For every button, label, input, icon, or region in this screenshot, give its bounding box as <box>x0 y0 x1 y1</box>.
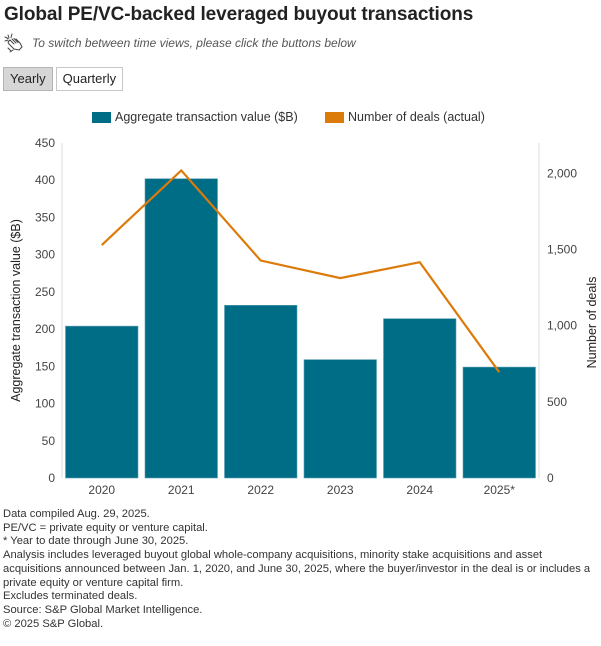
chart-legend: Aggregate transaction value ($B) Number … <box>0 110 601 126</box>
left-tick-label: 400 <box>35 173 55 187</box>
x-tick-label: 2021 <box>168 483 195 497</box>
line-series <box>100 168 501 373</box>
x-tick-label: 2022 <box>247 483 274 497</box>
legend-item-deals[interactable]: Number of deals (actual) <box>325 110 485 124</box>
combo-chart: 0 50 100 150 200 250 300 350 400 450 0 500 1,000 1,5… <box>9 136 599 497</box>
left-tick-label: 150 <box>35 359 55 373</box>
x-tick-label: 2020 <box>88 483 115 497</box>
footnote-definition: PE/VC = private equity or venture capita… <box>3 521 208 534</box>
bar-2022[interactable] <box>224 304 298 479</box>
left-tick-label: 300 <box>35 248 55 262</box>
x-tick-label: 2025* <box>484 483 516 497</box>
left-tick-label: 50 <box>42 434 56 448</box>
right-axis-title: Number of deals <box>585 277 599 369</box>
legend-item-value[interactable]: Aggregate transaction value ($B) <box>92 110 298 124</box>
right-tick-label: 1,000 <box>547 319 577 333</box>
left-tick-label: 250 <box>35 285 55 299</box>
legend-swatch-line <box>325 111 344 123</box>
left-tick-label: 350 <box>35 210 55 224</box>
bar-2023[interactable] <box>303 359 377 479</box>
footnote-source: Source: S&P Global Market Intelligence. <box>3 603 203 616</box>
footnote-ytd: * Year to date through June 30, 2025. <box>3 535 189 548</box>
quarterly-button[interactable]: Quarterly <box>55 67 124 91</box>
legend-label-value: Aggregate transaction value ($B) <box>115 110 298 124</box>
left-tick-label: 0 <box>48 471 55 485</box>
hint-text: To switch between time views, please cli… <box>32 36 356 50</box>
footnotes: Data compiled Aug. 29, 2025. PE/VC = pri… <box>3 508 599 631</box>
bar-2020[interactable] <box>65 325 139 479</box>
bar-2024[interactable] <box>383 318 457 479</box>
left-tick-label: 200 <box>35 322 55 336</box>
deals-line[interactable] <box>100 168 501 373</box>
bar-2025[interactable] <box>462 366 536 479</box>
left-axis-ticks: 0 50 100 150 200 250 300 350 400 450 <box>35 136 55 485</box>
right-tick-label: 500 <box>547 395 567 409</box>
bar-2021[interactable] <box>144 178 218 479</box>
footnote-analysis: Analysis includes leveraged buyout globa… <box>3 549 591 589</box>
left-axis-title: Aggregate transaction value ($B) <box>9 219 23 402</box>
x-tick-label: 2024 <box>406 483 433 497</box>
right-axis-ticks: 0 500 1,000 1,500 2,000 <box>547 166 577 485</box>
x-axis-ticks: 2020 2021 2022 2023 2024 2025* <box>88 483 515 497</box>
footnote-copyright: © 2025 S&P Global. <box>3 617 104 630</box>
chart-title: Global PE/VC-backed leveraged buyout tra… <box>4 4 474 25</box>
right-tick-label: 0 <box>547 471 554 485</box>
right-tick-label: 1,500 <box>547 243 577 257</box>
footnote-compiled: Data compiled Aug. 29, 2025. <box>3 508 150 520</box>
hint-row: To switch between time views, please cli… <box>4 33 356 53</box>
right-tick-label: 2,000 <box>547 166 577 180</box>
footnote-excludes: Excludes terminated deals. <box>3 590 138 603</box>
x-tick-label: 2023 <box>327 483 354 497</box>
time-view-toggle: Yearly Quarterly <box>3 67 126 91</box>
yearly-button[interactable]: Yearly <box>3 67 53 91</box>
legend-swatch-bar <box>92 111 111 123</box>
bar-series <box>65 178 536 479</box>
left-tick-label: 450 <box>35 136 55 150</box>
legend-label-deals: Number of deals (actual) <box>348 110 485 124</box>
hand-pointer-click-icon <box>4 33 23 53</box>
left-tick-label: 100 <box>35 397 55 411</box>
